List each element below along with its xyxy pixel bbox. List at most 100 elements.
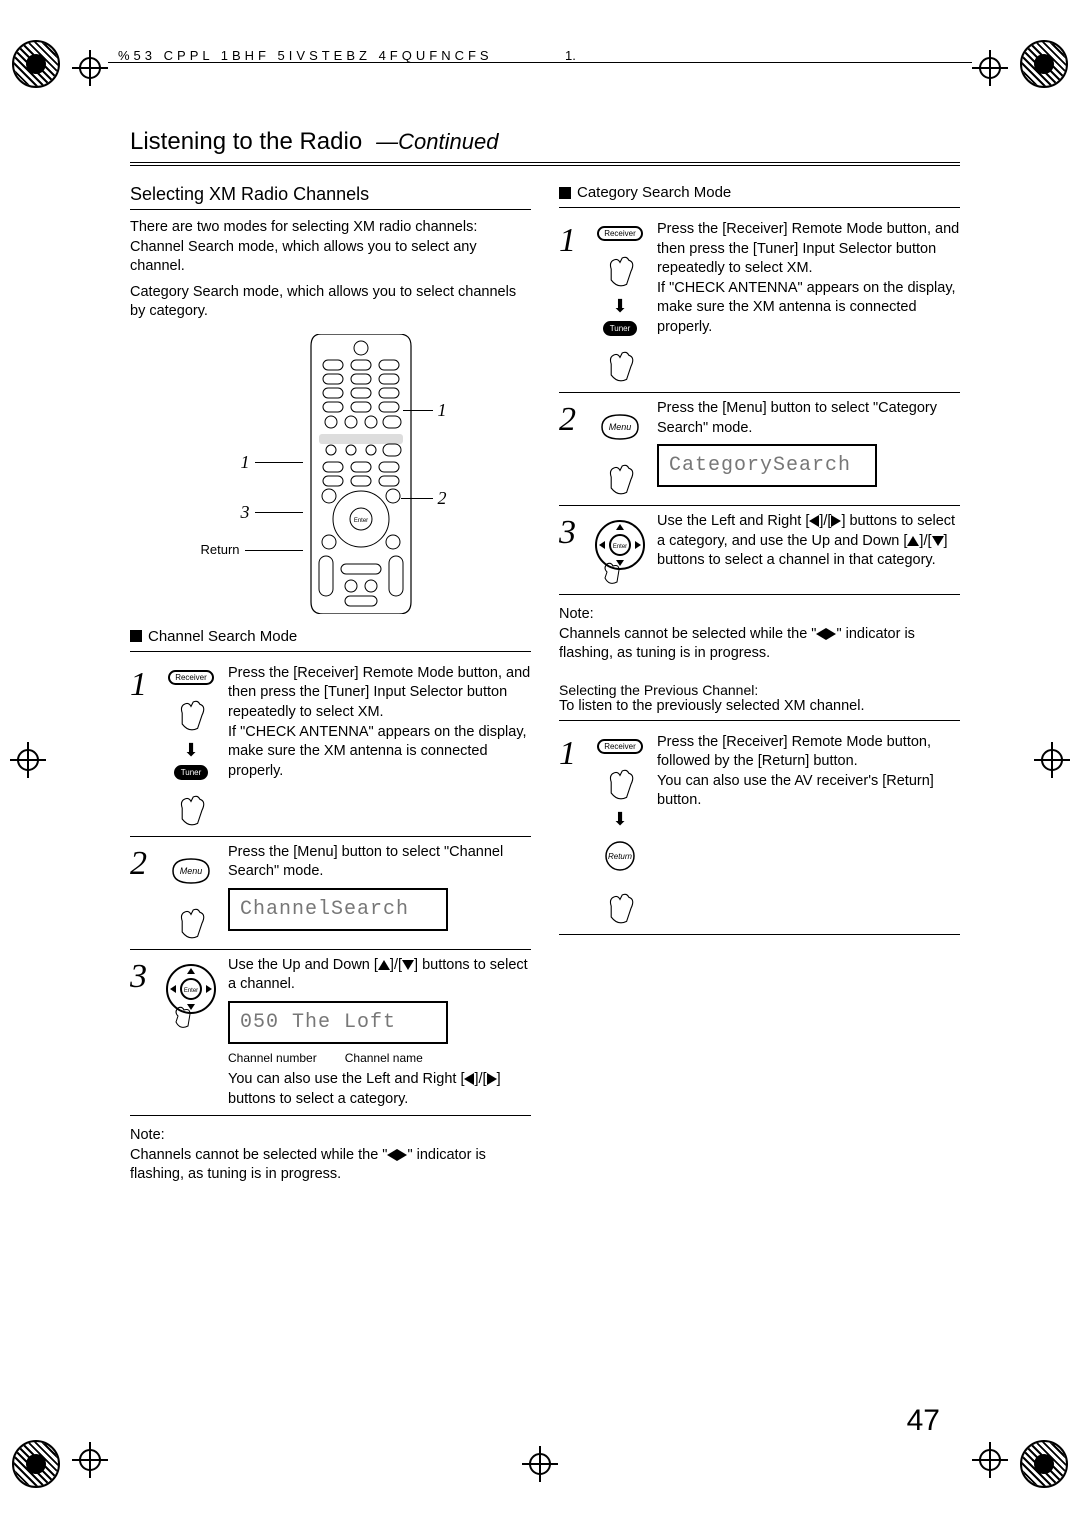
step-text: Press the [Receiver] Remote Mode button,…: [657, 733, 960, 928]
note-label: Note:: [559, 605, 960, 625]
crosshair-icon: [1034, 742, 1070, 778]
hand-press-icon: [598, 247, 642, 291]
svg-text:Menu: Menu: [609, 422, 632, 432]
title-continued: —Continued: [376, 129, 498, 155]
step-text-2: You can also use the Left and Right []/[…: [228, 1070, 531, 1109]
step-text: Press the [Receiver] Remote Mode button,…: [657, 220, 960, 386]
crosshair-icon: [72, 50, 108, 86]
crosshair-icon: [522, 1446, 558, 1482]
step-icons: Menu: [164, 843, 218, 943]
step-icons: Enter: [593, 512, 647, 588]
step-icons: Receiver ⬇ Return: [593, 733, 647, 928]
page-number: 47: [907, 1404, 940, 1438]
hand-press-icon: [169, 899, 213, 943]
title-main: Listening to the Radio: [130, 128, 362, 156]
step-text: Press the [Receiver] Remote Mode button,…: [228, 664, 531, 830]
step-2: 2 Menu Press the [Menu] button to select…: [130, 837, 531, 950]
subhead-category-search: Category Search Mode: [559, 184, 960, 201]
square-bullet-icon: [130, 630, 142, 642]
hand-press-icon: [598, 884, 642, 928]
intro-1: There are two modes for selecting XM rad…: [130, 218, 531, 277]
prev-channel-heading: Selecting the Previous Channel:: [559, 682, 960, 698]
step-icons: Enter: [164, 956, 218, 1109]
step-number: 1: [559, 737, 576, 771]
step-icons: Menu: [593, 399, 647, 499]
note-label: Note:: [130, 1126, 531, 1146]
left-triangle-icon: [464, 1073, 474, 1085]
section-heading: Selecting XM Radio Channels: [130, 184, 531, 210]
down-triangle-icon: [932, 536, 944, 546]
menu-button-icon: Menu: [169, 849, 213, 893]
reg-mark-top-right: [1020, 40, 1068, 88]
dpad-icon: Enter: [164, 962, 218, 1032]
callout-2: 2: [438, 488, 447, 509]
remote-diagram: 1 1 2 3 Return: [221, 334, 441, 614]
crosshair-icon: [972, 50, 1008, 86]
svg-text:Enter: Enter: [353, 518, 367, 524]
dpad-icon: Enter: [593, 518, 647, 588]
step-number: 2: [130, 847, 147, 881]
hand-press-icon: [169, 691, 213, 735]
step-prev-1: 1 Receiver ⬇ Return Press the [Receiver]…: [559, 727, 960, 935]
up-triangle-icon: [907, 536, 919, 546]
intro-2: Category Search mode, which allows you t…: [130, 283, 531, 322]
svg-text:Return: Return: [608, 852, 633, 861]
right-triangle-icon: [397, 1149, 407, 1161]
step-3: 3 Enter Use the Up and Do: [130, 950, 531, 1116]
right-triangle-icon: [831, 515, 841, 527]
svg-text:Enter: Enter: [184, 988, 198, 994]
callout-1: 1: [438, 400, 447, 421]
note-block: Note: Channels cannot be selected while …: [130, 1126, 531, 1185]
step-number: 3: [130, 960, 147, 994]
left-triangle-icon: [809, 515, 819, 527]
receiver-button-icon: Receiver: [597, 226, 643, 241]
hand-press-icon: [598, 455, 642, 499]
square-bullet-icon: [559, 187, 571, 199]
left-column: Selecting XM Radio Channels There are tw…: [130, 184, 531, 1185]
crosshair-icon: [72, 1442, 108, 1478]
left-triangle-icon: [816, 628, 826, 640]
step-r1: 1 Receiver ⬇ Tuner Press the [Receiver] …: [559, 214, 960, 393]
down-arrow-icon: ⬇: [183, 741, 198, 759]
step-r2: 2 Menu Press the [Menu] button to select…: [559, 393, 960, 506]
svg-text:Enter: Enter: [613, 544, 627, 550]
step-icons: Receiver ⬇ Tuner: [593, 220, 647, 386]
step-number: 1: [130, 668, 147, 702]
header-slug: %53 CPPL 1BHF 5IVSTEBZ 4FQUFNCFS: [118, 48, 493, 63]
lcd-display: CategorySearch: [657, 444, 877, 487]
header-mark: 1.: [565, 48, 576, 63]
down-arrow-icon: ⬇: [612, 297, 627, 315]
step-text: Use the Left and Right []/[] buttons to …: [657, 512, 960, 588]
reg-mark-bottom-right: [1020, 1440, 1068, 1488]
up-triangle-icon: [378, 960, 390, 970]
receiver-button-icon: Receiver: [597, 739, 643, 754]
menu-button-icon: Menu: [598, 405, 642, 449]
return-button-icon: Return: [598, 834, 642, 878]
lcd-display: ChannelSearch: [228, 888, 448, 931]
step-1: 1 Receiver ⬇ Tuner Press the [Receiver] …: [130, 658, 531, 837]
right-column: Category Search Mode 1 Receiver ⬇ Tuner …: [559, 184, 960, 1185]
step-text: Use the Up and Down []/[] buttons to sel…: [228, 956, 531, 995]
remote-outline-icon: Enter: [301, 334, 421, 614]
tuner-button-icon: Tuner: [174, 765, 209, 780]
note-block: Note: Channels cannot be selected while …: [559, 605, 960, 664]
step-number: 3: [559, 516, 576, 550]
crosshair-icon: [972, 1442, 1008, 1478]
callout-3: 3: [241, 502, 250, 523]
subhead-channel-search: Channel Search Mode: [130, 628, 531, 645]
hand-press-icon: [598, 342, 642, 386]
callout-return: Return: [201, 542, 240, 557]
hand-press-icon: [169, 786, 213, 830]
down-arrow-icon: ⬇: [612, 810, 627, 828]
step-number: 2: [559, 403, 576, 437]
step-icons: Receiver ⬇ Tuner: [164, 664, 218, 830]
reg-mark-bottom-left: [12, 1440, 60, 1488]
lcd-display: 050 The Loft: [228, 1001, 448, 1044]
callout-1b: 1: [241, 452, 250, 473]
hand-press-icon: [598, 760, 642, 804]
left-triangle-icon: [387, 1149, 397, 1161]
crosshair-icon: [10, 742, 46, 778]
step-text: Press the [Menu] button to select "Chann…: [228, 843, 531, 882]
right-triangle-icon: [487, 1073, 497, 1085]
step-r3: 3 Enter Use the Left and Right []/[] b: [559, 506, 960, 595]
